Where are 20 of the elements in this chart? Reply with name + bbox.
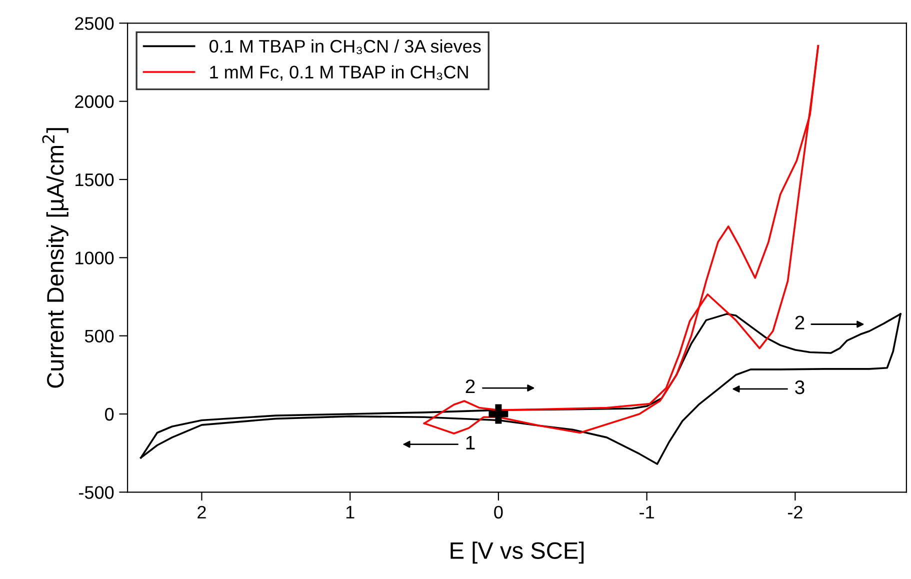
x-tick-label: 2 bbox=[198, 506, 206, 518]
annotation: 3 bbox=[795, 380, 804, 394]
x-tick-label: 0 bbox=[494, 506, 503, 519]
y-tick-label: -500 bbox=[79, 486, 114, 499]
y-tick-label: 2000 bbox=[75, 95, 114, 108]
x-axis-title: E [V vs SCE] bbox=[450, 542, 584, 564]
y-tick-label: 500 bbox=[84, 330, 114, 343]
annotation: 2 bbox=[466, 379, 475, 394]
annotation: 2 bbox=[795, 316, 804, 330]
annotation: 1 bbox=[466, 436, 475, 450]
y-tick-label: 0 bbox=[105, 408, 114, 421]
legend-label: 1 mM Fc, 0.1 M TBAP in CH₃CN bbox=[210, 65, 468, 81]
x-tick-label: 1 bbox=[346, 506, 354, 518]
y-tick-label: 2500 bbox=[75, 17, 114, 30]
x-tick-label: -1 bbox=[640, 506, 654, 518]
y-tick-label: 1000 bbox=[76, 252, 114, 264]
x-tick-label: -2 bbox=[788, 506, 802, 518]
legend-label: 0.1 M TBAP in CH₃CN / 3A sieves bbox=[209, 39, 481, 54]
y-tick-label: 1500 bbox=[76, 173, 114, 186]
y-axis-title: Current Density [µA/cm$^{2}$] bbox=[42, 128, 68, 388]
